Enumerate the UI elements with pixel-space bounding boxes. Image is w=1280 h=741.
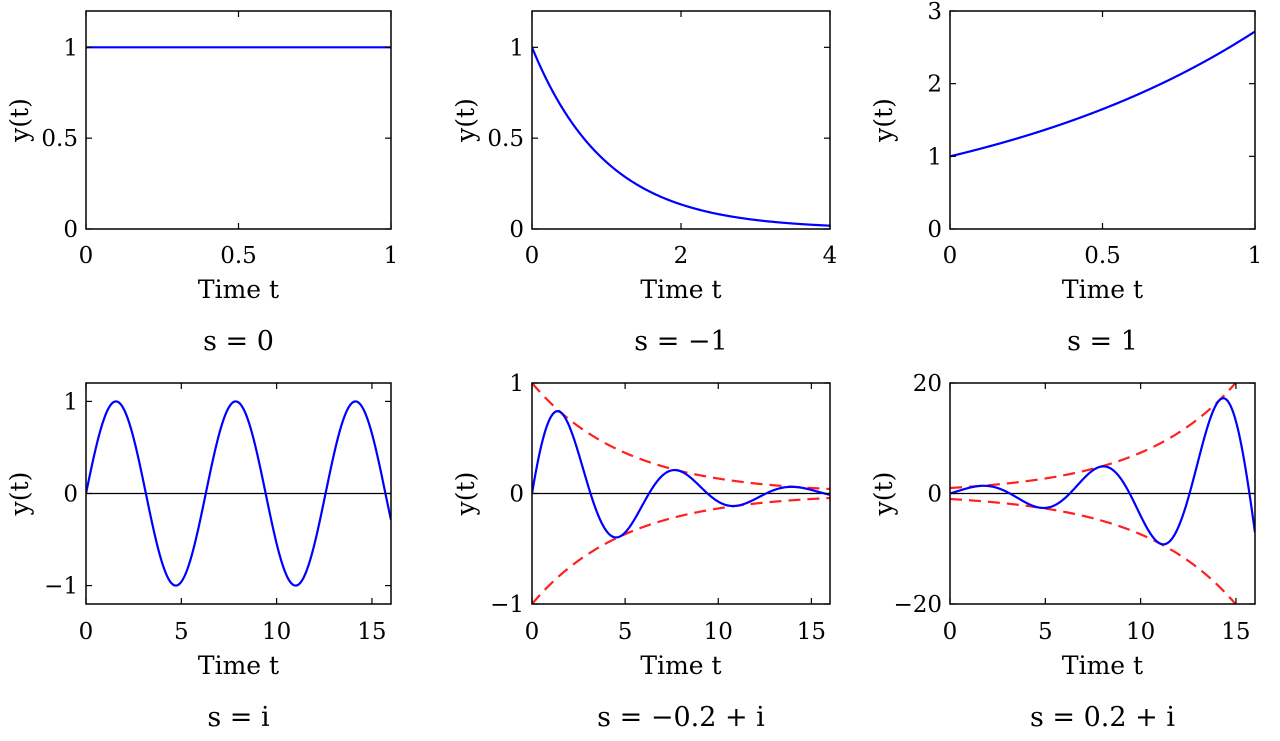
plot-frame bbox=[949, 10, 1256, 230]
y-tick-label: 0 bbox=[927, 482, 942, 508]
x-tick-label: 5 bbox=[174, 619, 189, 645]
subplot-2: 0 2 4 0 0.5 1 Time t y(t) s = −1 bbox=[451, 10, 838, 357]
x-tick-label: 0 bbox=[943, 243, 958, 269]
plot-frame bbox=[531, 10, 831, 230]
y-tick-label: −1 bbox=[490, 592, 524, 618]
subplot-caption: s = 0 bbox=[203, 326, 274, 357]
signal-line bbox=[86, 400, 391, 587]
y-tick-label: 0.5 bbox=[41, 126, 78, 152]
x-tick-label: 10 bbox=[704, 619, 733, 645]
x-tick-label: 15 bbox=[1221, 619, 1250, 645]
x-tick-label: 5 bbox=[618, 619, 633, 645]
y-tick-label: 0 bbox=[927, 217, 942, 243]
x-tick-label: 0 bbox=[79, 619, 94, 645]
y-tick-label: 0 bbox=[509, 482, 524, 508]
y-tick-label: −20 bbox=[893, 592, 942, 618]
y-axis-label: y(t) bbox=[451, 472, 480, 517]
y-tick-label: 2 bbox=[927, 72, 942, 98]
x-tick-label: 0 bbox=[525, 243, 540, 269]
y-tick-label: 0 bbox=[509, 217, 524, 243]
signal-line bbox=[950, 397, 1255, 546]
y-tick-label: 0 bbox=[63, 482, 78, 508]
subplot-caption: s = i bbox=[207, 702, 270, 733]
x-axis-label: Time t bbox=[1062, 651, 1143, 680]
plot-frame bbox=[85, 10, 392, 230]
x-tick-label: 0 bbox=[943, 619, 958, 645]
subplot-1: 0 0.5 1 0 0.5 1 Time t y(t) s = 0 bbox=[5, 10, 399, 357]
signal-line bbox=[532, 46, 830, 227]
x-axis-label: Time t bbox=[198, 651, 279, 680]
x-tick-label: 4 bbox=[823, 243, 838, 269]
y-tick-label: 1 bbox=[63, 35, 78, 61]
subplot-caption: s = 0.2 + i bbox=[1030, 702, 1175, 733]
y-axis-label: y(t) bbox=[5, 472, 34, 517]
x-tick-label: 15 bbox=[797, 619, 826, 645]
x-axis-label: Time t bbox=[640, 275, 721, 304]
y-axis-label: y(t) bbox=[869, 98, 898, 143]
x-tick-label: 15 bbox=[357, 619, 386, 645]
y-tick-label: 0.5 bbox=[487, 126, 524, 152]
subplot-caption: s = −0.2 + i bbox=[597, 702, 765, 733]
signal-line bbox=[532, 410, 830, 539]
subplot-caption: s = −1 bbox=[634, 326, 727, 357]
y-tick-label: 3 bbox=[927, 0, 942, 25]
x-axis-label: Time t bbox=[198, 275, 279, 304]
x-axis-label: Time t bbox=[1062, 275, 1143, 304]
y-axis-label: y(t) bbox=[869, 472, 898, 517]
x-tick-label: 1 bbox=[1248, 243, 1263, 269]
y-tick-label: 1 bbox=[509, 35, 524, 61]
x-tick-label: 0.5 bbox=[220, 243, 257, 269]
y-axis-label: y(t) bbox=[5, 98, 34, 143]
signal-line bbox=[950, 30, 1255, 158]
y-tick-label: −1 bbox=[44, 574, 78, 600]
subplot-3: 0 0.5 1 0 1 2 3 Time t y(t) s = 1 bbox=[869, 0, 1262, 357]
lower-envelope-line bbox=[950, 497, 1237, 604]
y-tick-label: 1 bbox=[509, 371, 524, 397]
x-tick-label: 1 bbox=[384, 243, 399, 269]
x-tick-label: 0 bbox=[79, 243, 94, 269]
x-tick-label: 10 bbox=[1126, 619, 1155, 645]
y-tick-label: 1 bbox=[63, 389, 78, 415]
y-tick-label: 0 bbox=[63, 217, 78, 243]
x-tick-label: 5 bbox=[1038, 619, 1053, 645]
subplot-caption: s = 1 bbox=[1067, 326, 1138, 357]
x-axis-label: Time t bbox=[640, 651, 721, 680]
x-tick-label: 10 bbox=[262, 619, 291, 645]
x-tick-label: 0.5 bbox=[1084, 243, 1121, 269]
lower-envelope-line bbox=[532, 496, 830, 604]
y-tick-label: 20 bbox=[913, 371, 942, 397]
y-tick-label: 1 bbox=[927, 144, 942, 170]
y-axis-label: y(t) bbox=[451, 98, 480, 143]
x-tick-label: 0 bbox=[525, 619, 540, 645]
x-tick-label: 2 bbox=[674, 243, 689, 269]
upper-envelope-line bbox=[532, 383, 830, 491]
